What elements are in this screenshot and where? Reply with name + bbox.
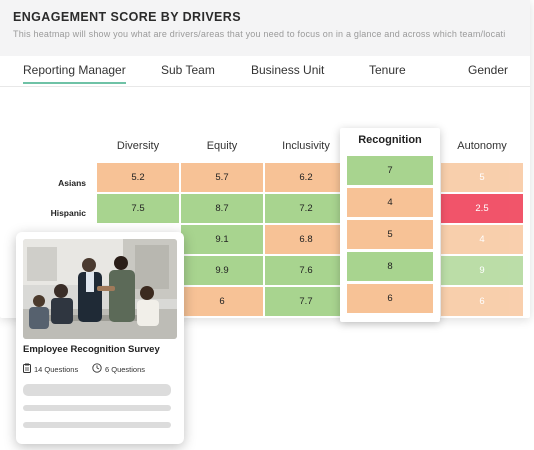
survey-questions-label: 14 Questions: [34, 364, 79, 374]
column-header-inclusivity: Inclusivity: [282, 140, 330, 152]
column-header-diversity: Diversity: [116, 140, 160, 152]
placeholder-bar: [23, 384, 171, 396]
heatmap-cell[interactable]: 4: [347, 188, 433, 217]
heatmap-cell[interactable]: 7.7: [265, 287, 347, 316]
heatmap-cell[interactable]: 7.2: [265, 194, 347, 223]
row-header-asians: Asians: [58, 178, 86, 188]
clipboard-icon: [23, 363, 31, 375]
heatmap-cell[interactable]: 6.8: [265, 225, 347, 254]
placeholder-bar: [23, 405, 171, 411]
heatmap-cell[interactable]: 9: [441, 256, 523, 285]
tab-tenure[interactable]: Tenure: [369, 63, 406, 77]
placeholder-bar: [23, 422, 171, 428]
tab-reporting-manager[interactable]: Reporting Manager: [23, 63, 126, 84]
tab-gender[interactable]: Gender: [468, 63, 509, 77]
page-subtitle: This heatmap will show you what are driv…: [13, 29, 506, 39]
tab-business-unit[interactable]: Business Unit: [251, 63, 325, 77]
survey-time-estimate: 6 Questions: [92, 363, 145, 375]
recognition-highlight-card: Recognition 7 4 5 8 6: [340, 128, 440, 322]
clock-icon: [92, 363, 102, 375]
heatmap-cell[interactable]: 8: [347, 252, 433, 281]
survey-questions-label-secondary: 6 Questions: [105, 364, 146, 374]
survey-question-count: 14 Questions: [23, 363, 78, 375]
survey-card[interactable]: Employee Recognition Survey 14 Questions…: [16, 232, 184, 444]
heatmap-cell[interactable]: 5.2: [97, 163, 179, 192]
column-header-equity: Equity: [206, 140, 238, 152]
tab-sub-team[interactable]: Sub Team: [161, 63, 215, 77]
page-title: ENGAGEMENT SCORE BY DRIVERS: [13, 10, 241, 24]
column-header-recognition: Recognition: [358, 134, 422, 146]
heatmap-cell[interactable]: 7.6: [265, 256, 347, 285]
heatmap-cell[interactable]: 6: [181, 287, 263, 316]
heatmap-cell[interactable]: 7: [347, 156, 433, 185]
heatmap-cell[interactable]: 9.9: [181, 256, 263, 285]
heatmap-cell[interactable]: 4: [441, 225, 523, 254]
heatmap-cell[interactable]: 9.1: [181, 225, 263, 254]
heatmap-cell[interactable]: 5: [441, 163, 523, 192]
panel-header: ENGAGEMENT SCORE BY DRIVERS This heatmap…: [0, 0, 530, 56]
heatmap-cell[interactable]: 7.5: [97, 194, 179, 223]
survey-photo: [23, 239, 177, 339]
survey-title: Employee Recognition Survey: [23, 344, 160, 355]
heatmap-cell[interactable]: 6.2: [265, 163, 347, 192]
row-header-hispanic: Hispanic: [50, 208, 86, 218]
heatmap-cell[interactable]: 5: [347, 220, 433, 249]
heatmap-cell[interactable]: 2.5: [441, 194, 523, 223]
heatmap-cell[interactable]: 6: [441, 287, 523, 316]
heatmap-cell[interactable]: 8.7: [181, 194, 263, 223]
column-header-autonomy: Autonomy: [457, 140, 507, 152]
heatmap-cell[interactable]: 5.7: [181, 163, 263, 192]
heatmap-cell[interactable]: 6: [347, 284, 433, 313]
tab-bar: Reporting Manager Sub Team Business Unit…: [0, 56, 530, 87]
